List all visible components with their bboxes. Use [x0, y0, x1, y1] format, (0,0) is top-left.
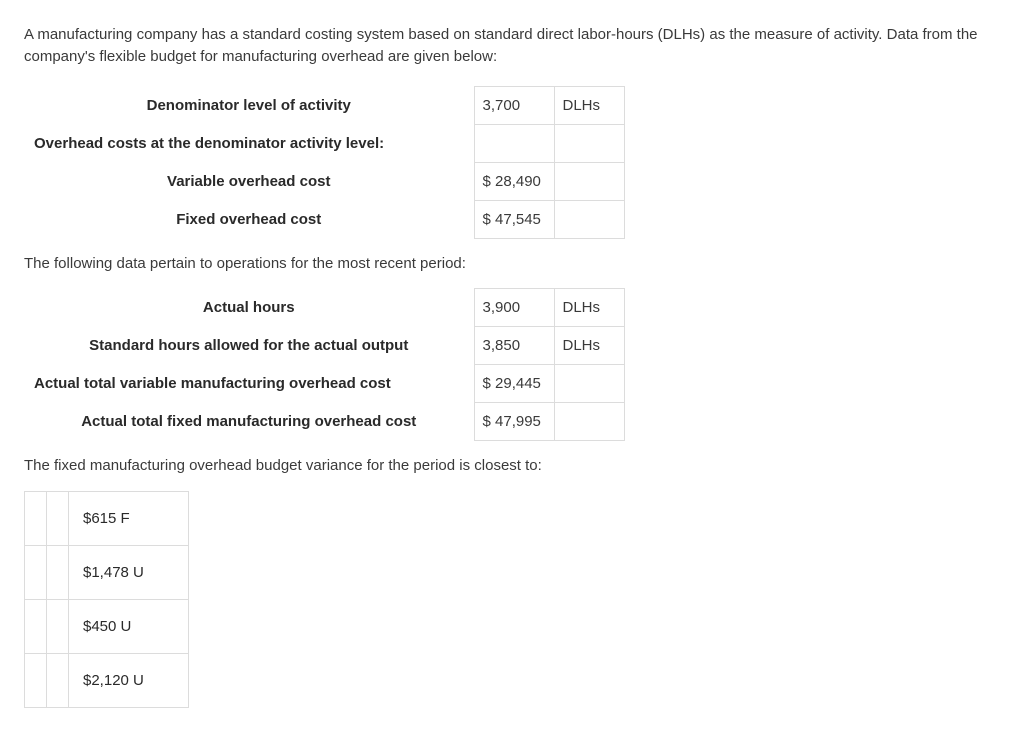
table-row: Fixed overhead cost $ 47,545: [24, 200, 624, 238]
cell-label: Actual hours: [24, 289, 474, 327]
cell-label: Variable overhead cost: [24, 162, 474, 200]
table-row: Overhead costs at the denominator activi…: [24, 124, 624, 162]
cell-value: [474, 124, 554, 162]
cell-unit: DLHs: [554, 327, 624, 365]
option-row[interactable]: $615 F: [25, 492, 189, 546]
table-actual-data: Actual hours 3,900 DLHs Standard hours a…: [24, 288, 625, 441]
cell-value: $ 29,445: [474, 365, 554, 403]
cell-unit: DLHs: [554, 86, 624, 124]
cell-label: Overhead costs at the denominator activi…: [24, 124, 474, 162]
table-row: Actual hours 3,900 DLHs: [24, 289, 624, 327]
option-marker-outer[interactable]: [25, 492, 47, 546]
option-marker-outer[interactable]: [25, 546, 47, 600]
cell-unit: [554, 365, 624, 403]
option-marker-inner[interactable]: [47, 600, 69, 654]
cell-unit: DLHs: [554, 289, 624, 327]
cell-value: 3,900: [474, 289, 554, 327]
cell-value: $ 28,490: [474, 162, 554, 200]
option-label: $2,120 U: [69, 654, 189, 708]
table-row: Actual total fixed manufacturing overhea…: [24, 403, 624, 441]
question-text: The fixed manufacturing overhead budget …: [24, 455, 1012, 477]
cell-label: Denominator level of activity: [24, 86, 474, 124]
cell-value: 3,850: [474, 327, 554, 365]
answer-options: $615 F $1,478 U $450 U $2,120 U: [24, 491, 189, 708]
cell-value: 3,700: [474, 86, 554, 124]
option-label: $615 F: [69, 492, 189, 546]
cell-value: $ 47,545: [474, 200, 554, 238]
option-marker-inner[interactable]: [47, 492, 69, 546]
cell-label: Actual total fixed manufacturing overhea…: [24, 403, 474, 441]
cell-unit: [554, 200, 624, 238]
inter-text-1: The following data pertain to operations…: [24, 253, 1012, 275]
cell-unit: [554, 124, 624, 162]
cell-label: Actual total variable manufacturing over…: [24, 365, 474, 403]
option-label: $1,478 U: [69, 546, 189, 600]
table-budget-data: Denominator level of activity 3,700 DLHs…: [24, 86, 625, 239]
cell-unit: [554, 403, 624, 441]
cell-unit: [554, 162, 624, 200]
table-row: Variable overhead cost $ 28,490: [24, 162, 624, 200]
option-row[interactable]: $2,120 U: [25, 654, 189, 708]
option-marker-inner[interactable]: [47, 546, 69, 600]
cell-label: Standard hours allowed for the actual ou…: [24, 327, 474, 365]
option-row[interactable]: $450 U: [25, 600, 189, 654]
table-row: Denominator level of activity 3,700 DLHs: [24, 86, 624, 124]
cell-label: Fixed overhead cost: [24, 200, 474, 238]
question-intro: A manufacturing company has a standard c…: [24, 24, 1004, 68]
option-marker-outer[interactable]: [25, 600, 47, 654]
option-row[interactable]: $1,478 U: [25, 546, 189, 600]
option-marker-outer[interactable]: [25, 654, 47, 708]
option-label: $450 U: [69, 600, 189, 654]
table-row: Standard hours allowed for the actual ou…: [24, 327, 624, 365]
cell-value: $ 47,995: [474, 403, 554, 441]
option-marker-inner[interactable]: [47, 654, 69, 708]
table-row: Actual total variable manufacturing over…: [24, 365, 624, 403]
